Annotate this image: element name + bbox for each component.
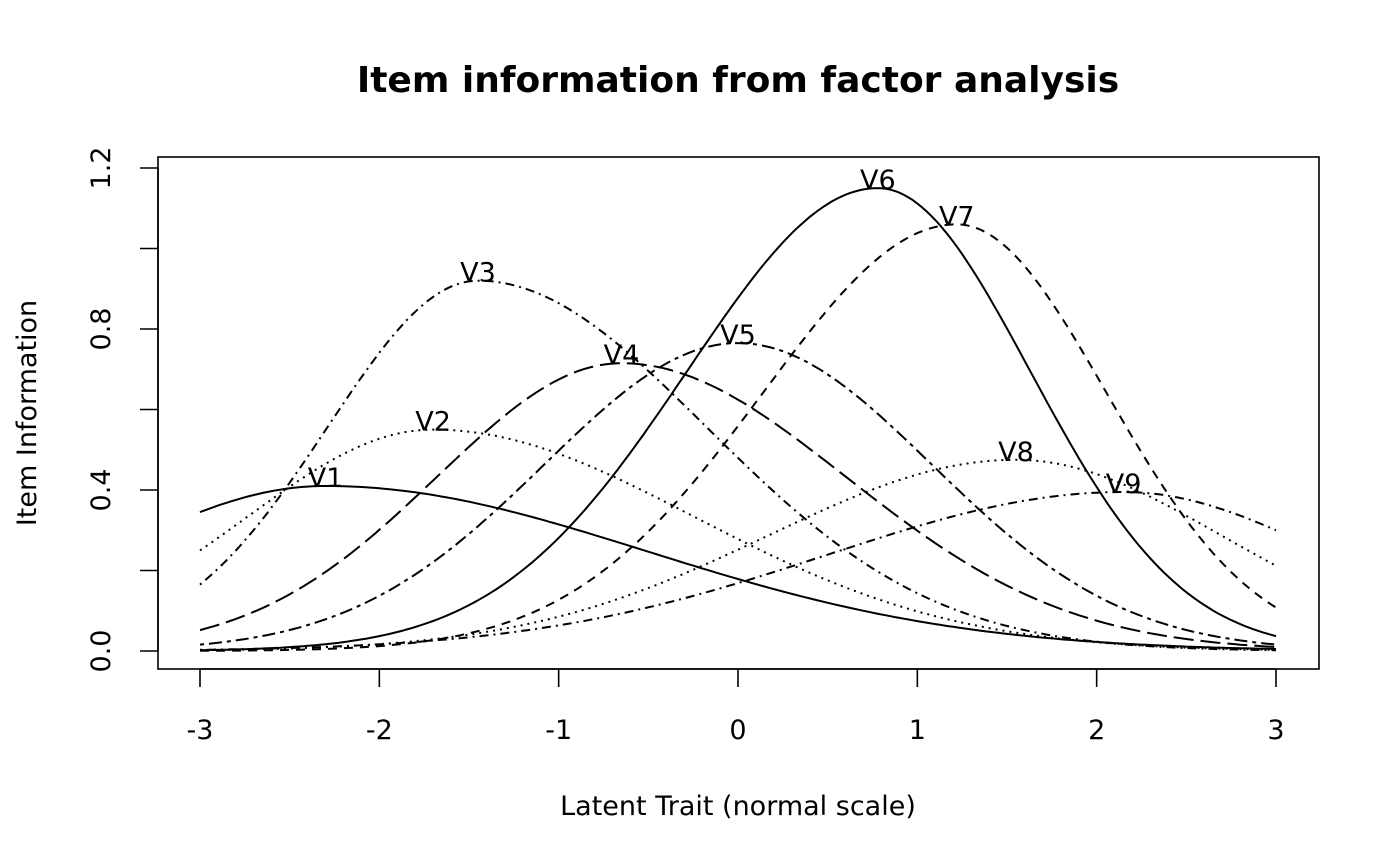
curve-label-v5: V5 <box>720 320 756 351</box>
y-tick-label: 0.0 <box>86 630 117 673</box>
curve-v2 <box>199 428 1277 651</box>
curve-v4 <box>199 362 1277 648</box>
x-tick-label: 3 <box>1267 715 1284 746</box>
y-tick-label: 0.8 <box>86 308 117 351</box>
curve-label-v3: V3 <box>460 258 496 289</box>
curve-labels: V1 V2 V3 V4 V5 V6 V7 V8 V9 <box>308 165 1142 500</box>
curve-v7 <box>200 223 1277 652</box>
x-tick-label: 0 <box>729 715 746 746</box>
x-axis: -3 -2 -1 0 1 2 3 <box>187 668 1285 746</box>
curve-label-v4: V4 <box>604 340 640 371</box>
curve-label-v2: V2 <box>415 407 451 438</box>
curves <box>199 187 1277 652</box>
curve-v5 <box>199 342 1277 646</box>
curve-label-v1: V1 <box>308 463 344 494</box>
curve-v3 <box>199 279 1277 652</box>
y-axis: 0.0 0.4 0.8 1.2 <box>86 147 159 673</box>
y-axis-label: Item Information <box>12 300 43 526</box>
curve-label-v8: V8 <box>998 437 1034 468</box>
curve-label-v9: V9 <box>1106 469 1142 500</box>
curve-label-v7: V7 <box>939 201 975 232</box>
plot-frame <box>157 156 1320 670</box>
y-tick-label: 0.4 <box>86 469 117 512</box>
curve-v9 <box>199 491 1277 651</box>
curve-label-v6: V6 <box>860 165 896 196</box>
x-tick-label: 1 <box>909 715 926 746</box>
chart-title: Item information from factor analysis <box>357 60 1119 101</box>
x-tick-label: -1 <box>545 715 572 746</box>
y-tick-label: 1.2 <box>86 147 117 190</box>
x-tick-label: -3 <box>187 715 214 746</box>
curve-v1 <box>199 485 1277 650</box>
x-tick-label: 2 <box>1088 715 1105 746</box>
curve-v6 <box>199 187 1277 652</box>
x-axis-label: Latent Trait (normal scale) <box>560 791 916 822</box>
x-tick-label: -2 <box>366 715 393 746</box>
